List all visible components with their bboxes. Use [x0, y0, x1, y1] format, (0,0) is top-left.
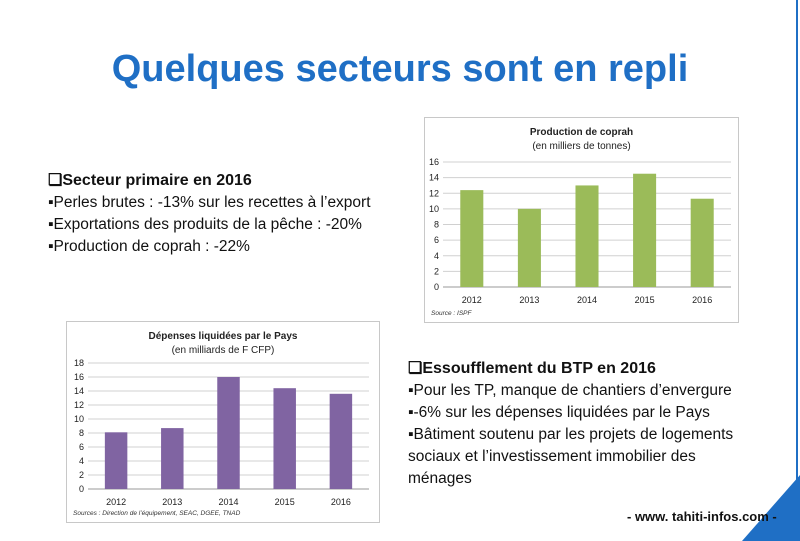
slide-title: Quelques secteurs sont en repli: [111, 48, 689, 90]
btp-item: ▪Bâtiment soutenu par les projets de log…: [408, 426, 734, 487]
y-tick-label: 10: [74, 414, 84, 424]
y-tick-label: 12: [429, 188, 439, 198]
y-tick-label: 16: [429, 157, 439, 167]
btp-item: ▪Pour les TP, manque de chantiers d’enve…: [408, 382, 732, 399]
y-tick-label: 18: [74, 358, 84, 368]
footer-url: - www. tahiti-infos.com -: [627, 509, 777, 524]
primary-sector-block: ❏Secteur primaire en 2016 ▪Perles brutes…: [48, 170, 371, 258]
y-tick-label: 10: [429, 204, 439, 214]
bar: [329, 393, 353, 489]
bar: [575, 185, 599, 287]
y-tick-label: 16: [74, 372, 84, 382]
bar: [217, 377, 240, 489]
chart-title: Production de coprah: [530, 127, 633, 138]
y-tick-label: 4: [79, 456, 84, 466]
y-tick-label: 0: [434, 282, 439, 292]
x-tick-label: 2016: [692, 295, 712, 305]
x-tick-label: 2015: [275, 497, 295, 507]
btp-heading: ❏Essoufflement du BTP en 2016: [408, 360, 656, 377]
y-tick-label: 4: [434, 251, 439, 261]
x-tick-label: 2013: [519, 295, 539, 305]
btp-item: ▪-6% sur les dépenses liquidées par le P…: [408, 404, 710, 421]
chart-subtitle: (en milliers de tonnes): [532, 141, 630, 152]
bar: [517, 208, 541, 287]
bar: [690, 198, 714, 287]
bar: [633, 173, 657, 287]
x-tick-label: 2012: [462, 295, 482, 305]
primary-item: ▪Production de coprah : -22%: [48, 238, 250, 255]
x-tick-label: 2015: [635, 295, 655, 305]
chart-title: Dépenses liquidées par le Pays: [149, 331, 298, 342]
primary-item: ▪Exportations des produits de la pêche :…: [48, 216, 362, 233]
y-tick-label: 8: [79, 428, 84, 438]
y-tick-label: 0: [79, 484, 84, 494]
bar: [273, 388, 296, 489]
chart-source: Sources : Direction de l’équipement, SEA…: [73, 510, 241, 517]
y-tick-label: 14: [429, 173, 439, 183]
y-tick-label: 2: [434, 266, 439, 276]
primary-heading: ❏Secteur primaire en 2016: [48, 172, 252, 189]
y-tick-label: 2: [79, 470, 84, 480]
btp-block: ❏Essoufflement du BTP en 2016 ▪Pour les …: [408, 358, 748, 490]
bar: [161, 428, 184, 489]
x-tick-label: 2013: [162, 497, 182, 507]
x-tick-label: 2016: [331, 497, 351, 507]
y-tick-label: 14: [74, 386, 84, 396]
chart-source: Source : ISPF: [431, 310, 472, 317]
x-tick-label: 2014: [218, 497, 238, 507]
chart-subtitle: (en milliards de F CFP): [172, 345, 275, 356]
y-tick-label: 6: [434, 235, 439, 245]
depenses-chart: Dépenses liquidées par le Pays (en millia…: [66, 321, 380, 523]
y-tick-label: 12: [74, 400, 84, 410]
x-tick-label: 2014: [577, 295, 597, 305]
x-tick-label: 2012: [106, 497, 126, 507]
coprah-chart: Production de coprah (en milliers de tonn…: [424, 117, 739, 323]
y-tick-label: 6: [79, 442, 84, 452]
y-tick-label: 8: [434, 220, 439, 230]
bar: [104, 432, 128, 489]
bar: [460, 190, 484, 287]
primary-item: ▪Perles brutes : -13% sur les recettes à…: [48, 194, 371, 211]
